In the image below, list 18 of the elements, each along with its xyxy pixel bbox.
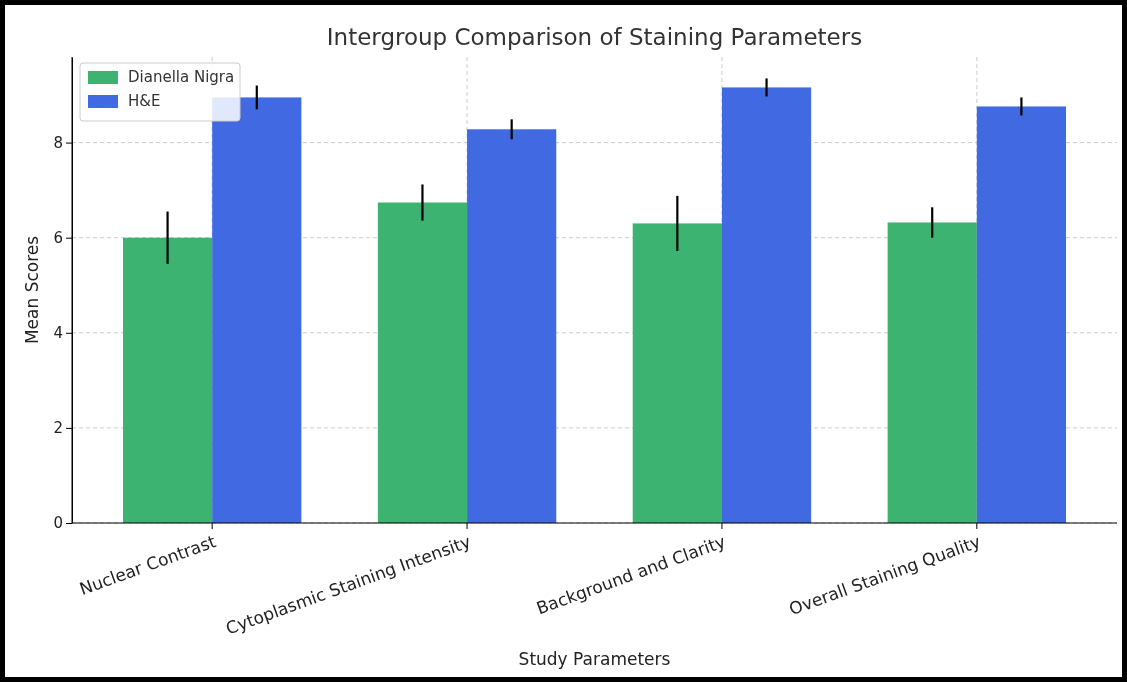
bar <box>632 223 722 523</box>
y-tick-label: 2 <box>53 419 63 438</box>
bar <box>887 222 977 523</box>
legend-label: Dianella Nigra <box>128 68 235 86</box>
bar <box>976 106 1067 523</box>
legend-label: H&E <box>128 92 161 110</box>
chart-title: Intergroup Comparison of Staining Parameters <box>326 24 863 50</box>
bar <box>467 129 557 523</box>
x-axis-title: Study Parameters <box>518 649 671 669</box>
bar <box>122 237 213 523</box>
y-tick-label: 0 <box>53 514 63 533</box>
y-axis-title: Mean Scores <box>22 235 42 345</box>
y-tick-label: 4 <box>53 324 63 343</box>
bar <box>721 87 812 523</box>
bar <box>212 97 302 523</box>
y-tick-label: 6 <box>53 228 63 247</box>
y-tick-label: 8 <box>53 133 63 152</box>
bar <box>377 202 468 523</box>
